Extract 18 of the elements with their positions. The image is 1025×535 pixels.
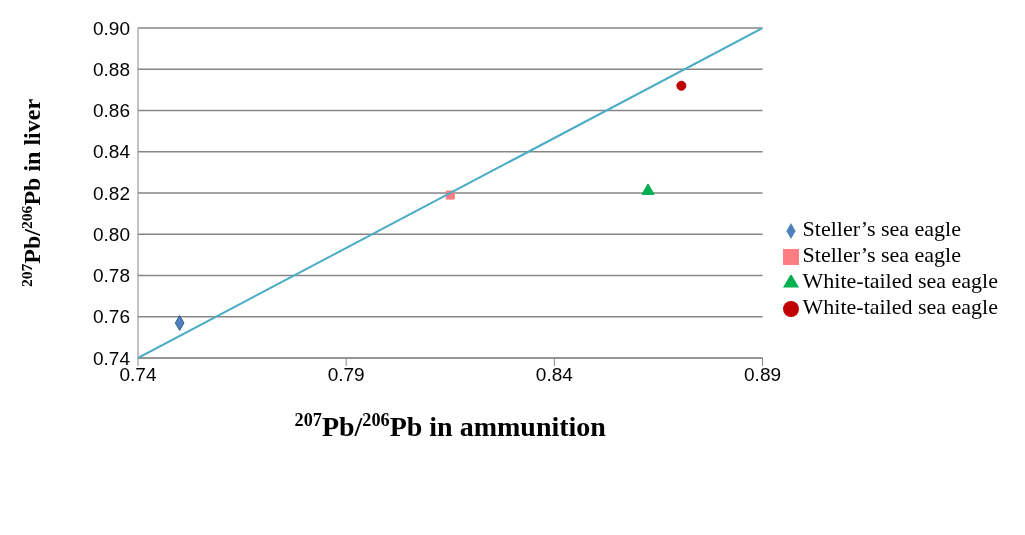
legend-label: Steller’s sea eagle <box>802 216 961 241</box>
x-axis-title: $^{207}$Pb/$^{206}$Pb in ammunition <box>294 410 607 442</box>
y-tick-label: 0.82 <box>93 182 130 204</box>
y-tick-label: 0.80 <box>93 223 130 245</box>
x-tick-label: 0.79 <box>327 364 365 386</box>
y-tick-label: 0.84 <box>93 141 131 163</box>
y-tick-label: 0.78 <box>93 265 130 287</box>
legend-label: White-tailed sea eagle <box>802 268 998 293</box>
x-tick-label: 0.89 <box>744 364 782 386</box>
y-tick-label: 0.76 <box>93 306 130 328</box>
y-tick-label: 0.90 <box>93 17 130 39</box>
x-tick-label: 0.84 <box>535 364 574 386</box>
y-tick-label: 0.86 <box>93 100 130 122</box>
point <box>641 183 655 195</box>
y-tick-label: 0.88 <box>93 59 130 80</box>
legend-label: Steller’s sea eagle <box>802 242 961 267</box>
legend-label: White-tailed sea eagle <box>802 294 998 319</box>
point <box>676 80 687 91</box>
